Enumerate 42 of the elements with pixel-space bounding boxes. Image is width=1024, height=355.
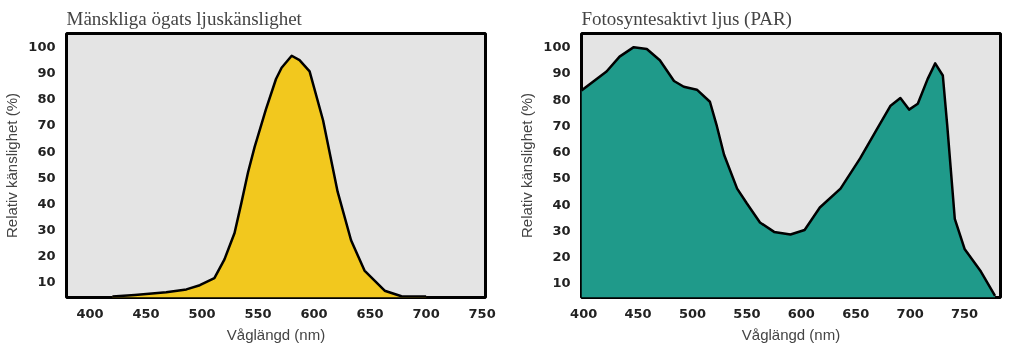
x-tick-label: 600 bbox=[300, 305, 328, 321]
y-tick-label: 30 bbox=[37, 222, 56, 238]
x-tick-label: 750 bbox=[468, 305, 496, 321]
x-tick-label: 550 bbox=[733, 305, 761, 321]
y-tick-label: 60 bbox=[37, 143, 56, 159]
y-tick-label: 20 bbox=[37, 248, 56, 264]
y-axis-title: Relativ känslighet (%) bbox=[518, 92, 536, 239]
y-tick-label: 80 bbox=[552, 91, 571, 107]
y-tick-label: 40 bbox=[37, 195, 56, 211]
y-tick-label: 70 bbox=[552, 117, 571, 133]
y-tick-label: 10 bbox=[552, 275, 571, 291]
y-tick-label: 30 bbox=[552, 222, 571, 238]
y-tick-label: 10 bbox=[37, 274, 56, 290]
y-tick-label: 70 bbox=[37, 117, 56, 133]
x-tick-label: 500 bbox=[188, 305, 216, 321]
x-tick-label: 700 bbox=[412, 305, 440, 321]
y-tick-label: 40 bbox=[552, 196, 571, 212]
y-tick-label: 100 bbox=[28, 39, 56, 55]
x-tick-label: 400 bbox=[76, 305, 104, 321]
y-tick-label: 50 bbox=[552, 170, 571, 186]
x-tick-label: 450 bbox=[132, 305, 160, 321]
x-tick-label: 450 bbox=[624, 305, 652, 321]
y-tick-label: 90 bbox=[37, 65, 56, 81]
x-tick-label: 550 bbox=[244, 305, 272, 321]
y-tick-label: 20 bbox=[552, 249, 571, 265]
x-tick-label: 700 bbox=[896, 305, 924, 321]
x-tick-label: 500 bbox=[678, 305, 707, 321]
y-tick-label: 100 bbox=[543, 39, 571, 55]
x-tick-label: 600 bbox=[787, 305, 815, 321]
y-axis-title: Relativ känslighet (%) bbox=[3, 92, 21, 239]
x-tick-label: 750 bbox=[951, 305, 979, 321]
x-axis-title: Våglängd (nm) bbox=[741, 325, 841, 343]
x-tick-label: 400 bbox=[570, 305, 598, 321]
chart-title: Fotosyntesaktivt ljus (PAR) bbox=[581, 7, 792, 30]
x-axis-title: Våglängd (nm) bbox=[226, 325, 326, 343]
y-tick-label: 90 bbox=[552, 65, 571, 81]
y-tick-label: 50 bbox=[37, 169, 56, 185]
x-tick-label: 650 bbox=[356, 305, 384, 321]
y-tick-label: 80 bbox=[37, 91, 56, 107]
x-tick-label: 650 bbox=[842, 305, 870, 321]
y-tick-label: 60 bbox=[552, 144, 571, 160]
chart-title: Mänskliga ögats ljuskänslighet bbox=[66, 7, 303, 29]
